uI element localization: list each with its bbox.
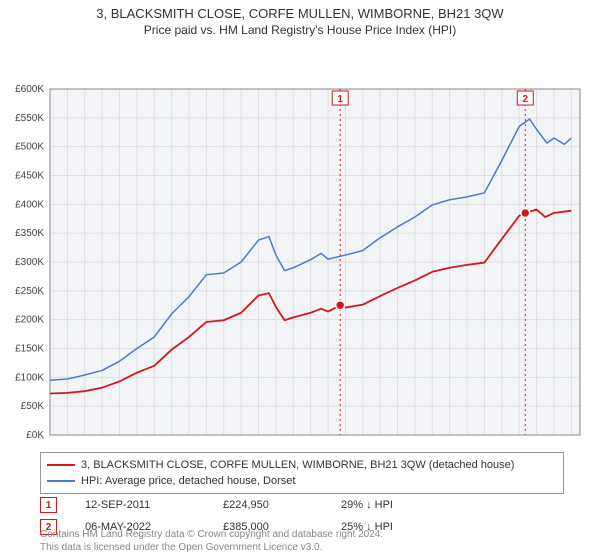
copyright-line-2: This data is licensed under the Open Gov… <box>40 541 383 554</box>
svg-text:£250K: £250K <box>15 286 44 297</box>
chart-title: 3, BLACKSMITH CLOSE, CORFE MULLEN, WIMBO… <box>0 0 600 21</box>
legend-row-property: 3, BLACKSMITH CLOSE, CORFE MULLEN, WIMBO… <box>47 457 557 473</box>
legend-label: HPI: Average price, detached house, Dors… <box>81 473 295 489</box>
svg-text:£0K: £0K <box>26 430 44 441</box>
svg-text:£50K: £50K <box>21 401 45 412</box>
sale-row: 1 12-SEP-2011 £224,950 29% ↓ HPI <box>40 494 550 516</box>
svg-text:£150K: £150K <box>15 344 44 355</box>
svg-text:£450K: £450K <box>15 171 44 182</box>
legend-swatch <box>47 480 75 482</box>
copyright: Contains HM Land Registry data © Crown c… <box>40 528 383 554</box>
legend: 3, BLACKSMITH CLOSE, CORFE MULLEN, WIMBO… <box>40 452 564 494</box>
svg-text:£550K: £550K <box>15 113 44 124</box>
copyright-line-1: Contains HM Land Registry data © Crown c… <box>40 528 383 541</box>
svg-text:£200K: £200K <box>15 315 44 326</box>
svg-text:£100K: £100K <box>15 372 44 383</box>
sale-date: 12-SEP-2011 <box>85 499 195 511</box>
sale-marker: 1 <box>40 497 57 513</box>
legend-label: 3, BLACKSMITH CLOSE, CORFE MULLEN, WIMBO… <box>81 457 514 473</box>
svg-text:£600K: £600K <box>15 84 44 95</box>
chart-subtitle: Price paid vs. HM Land Registry's House … <box>0 21 600 41</box>
legend-row-hpi: HPI: Average price, detached house, Dors… <box>47 473 557 489</box>
sale-price: £224,950 <box>223 499 313 511</box>
sale-delta: 29% ↓ HPI <box>341 499 393 511</box>
svg-text:£500K: £500K <box>15 142 44 153</box>
svg-text:2: 2 <box>522 94 528 105</box>
legend-swatch <box>47 464 75 466</box>
svg-text:1: 1 <box>337 94 343 105</box>
svg-text:£300K: £300K <box>15 257 44 268</box>
price-chart: £0K £50K £100K £150K £200K £250K £300K £350K £40… <box>0 41 600 441</box>
svg-text:£350K: £350K <box>15 228 44 239</box>
svg-text:£400K: £400K <box>15 199 44 210</box>
